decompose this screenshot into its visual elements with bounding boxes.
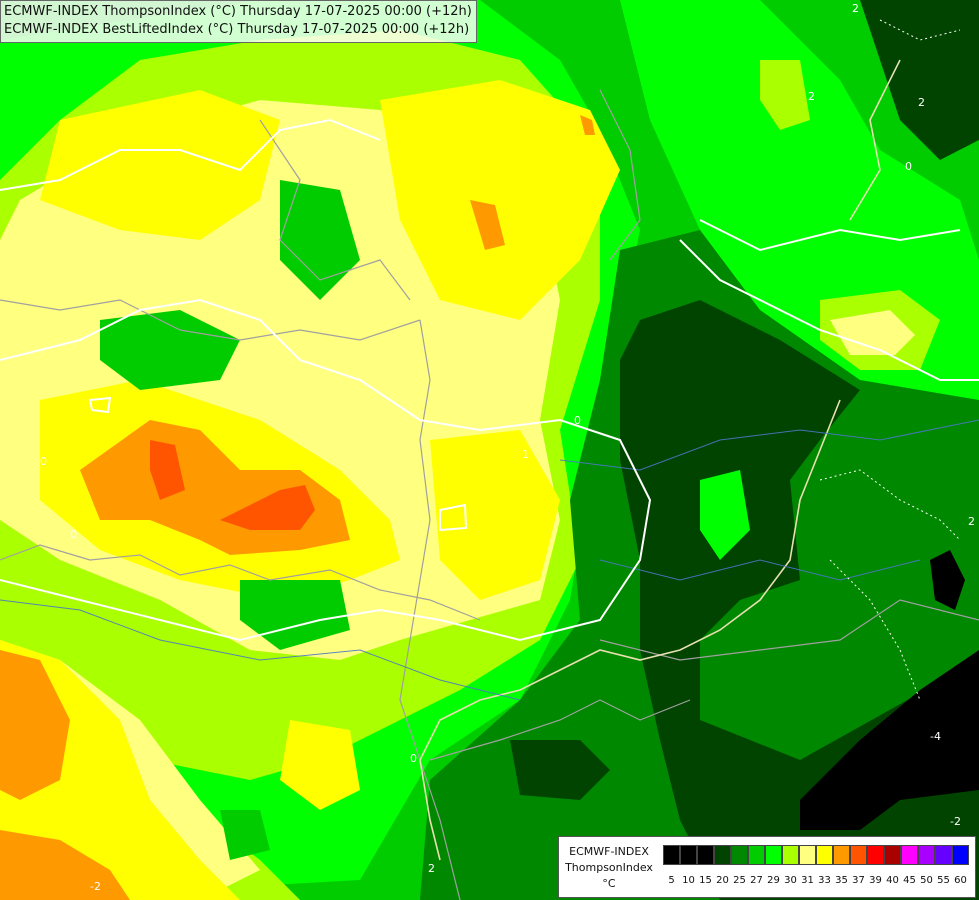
contour-label: 0 [905,160,912,173]
legend-tick-label: 25 [733,875,746,886]
map-title-box: ECMWF-INDEX ThompsonIndex (°C) Thursday … [0,0,477,43]
legend-swatch [765,845,782,865]
legend-swatch [782,845,799,865]
map-title-line-1: ECMWF-INDEX ThompsonIndex (°C) Thursday … [4,4,472,19]
legend-tick-label: 45 [903,875,916,886]
legend-tick-label: 15 [699,875,712,886]
legend-tick-label: 29 [767,875,780,886]
legend-tick-label: 37 [852,875,865,886]
contour-label: 2 [968,515,975,528]
legend-swatch [952,845,969,865]
frontier-line [419,59,901,861]
legend-swatch [680,845,697,865]
legend-swatch [799,845,816,865]
legend-swatch [918,845,935,865]
legend-tick-label: 10 [682,875,695,886]
legend-swatch [663,845,680,865]
legend-swatch [714,845,731,865]
contour-label: 0 [574,414,581,427]
contour-label: -4 [930,730,941,743]
legend-swatch [833,845,850,865]
legend-tick-label: 27 [750,875,763,886]
contour-label: 1 [522,448,529,461]
black-zones [800,550,979,830]
contour-label-group: 2 2 0 2 2 -2 -4 2 0 0 0 0 1 -2 [40,2,975,893]
legend-tick-label: 5 [668,875,675,886]
legend-tick-label: 31 [801,875,814,886]
legend-tick-label: 35 [835,875,848,886]
legend-swatch [867,845,884,865]
legend-unit: °C [602,877,616,890]
legend-swatch [697,845,714,865]
legend-subtitle: ThompsonIndex [565,861,653,874]
legend-swatch [850,845,867,865]
legend-tick-label: 33 [818,875,831,886]
contour-label: 2 [852,2,859,15]
contour-label: 0 [70,528,77,541]
legend-tick-row: 5 10 15 20 25 27 29 30 31 33 35 37 39 40 45 50 55 60 [663,875,969,886]
contour-label: 0 [410,752,417,765]
legend-tick-label: 20 [716,875,729,886]
legend-swatch [884,845,901,865]
legend-tick-label: 39 [869,875,882,886]
legend-swatch [748,845,765,865]
legend-title: ECMWF-INDEX [569,845,649,858]
contour-label: 2 [428,862,435,875]
color-legend: ECMWF-INDEX ThompsonIndex °C 5 10 15 20 25 27… [558,836,976,898]
legend-swatch-row [663,845,969,865]
legend-tick-label: 40 [886,875,899,886]
legend-swatch [816,845,833,865]
legend-tick-label: 50 [920,875,933,886]
dotted-contours [819,19,961,701]
map-title-line-2: ECMWF-INDEX BestLiftedIndex (°C) Thursda… [4,22,470,37]
country-borders [0,89,979,900]
contour-label: -2 [90,880,101,893]
legend-tick-label: 55 [937,875,950,886]
legend-tick-label: 60 [954,875,967,886]
legend-tick-label: 30 [784,875,797,886]
legend-swatch [901,845,918,865]
orange-zones [0,115,595,900]
contour-label: 2 [918,96,925,109]
legend-swatch [731,845,748,865]
lifted-index-contours [0,118,979,642]
contour-label: 2 [808,90,815,103]
contour-label: 0 [40,455,47,468]
legend-swatch [935,845,952,865]
contour-label: -2 [950,815,961,828]
